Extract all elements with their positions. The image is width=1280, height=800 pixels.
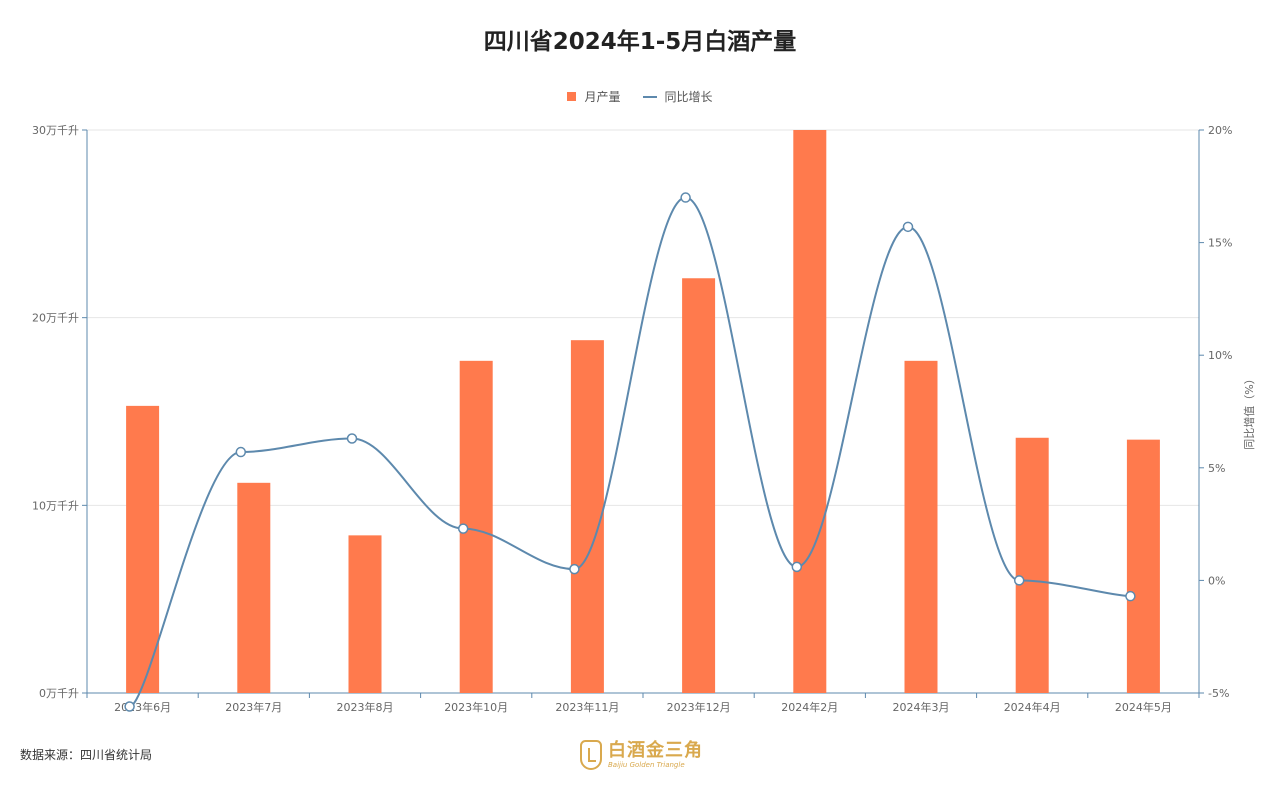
bar (237, 482, 271, 693)
growth-point (680, 192, 691, 203)
x-tick-label: 2024年4月 (1004, 700, 1061, 714)
y-right-tick-label: 20% (1208, 124, 1232, 137)
x-tick-label: 2024年5月 (1115, 700, 1172, 714)
growth-point (791, 561, 803, 573)
x-tick-label: 2023年7月 (225, 700, 282, 714)
x-tick-label: 2023年10月 (444, 700, 508, 714)
growth-point (902, 221, 914, 233)
x-tick-label: 2023年6月 (114, 700, 171, 714)
growth-point (346, 433, 358, 444)
chart-legend: 月产量 同比增长 (0, 88, 1280, 105)
data-source: 数据来源：四川省统计局 (20, 748, 153, 762)
x-tick-label: 2023年8月 (337, 700, 394, 714)
y-right-tick-label: 0% (1208, 574, 1225, 587)
growth-point (1125, 590, 1136, 602)
y-right-axis-title: 同比增值（%） (1242, 373, 1256, 449)
x-tick-label: 2023年12月 (667, 700, 731, 714)
bar (570, 340, 604, 693)
brand-name: 白酒金三角 (608, 739, 703, 761)
legend-bar-label: 月产量 (584, 90, 621, 104)
legend-line-label: 同比增长 (664, 90, 713, 104)
bar (682, 278, 716, 693)
y-right-tick-label: -5% (1208, 687, 1229, 700)
y-left-tick-label: 0万千升 (39, 687, 79, 700)
x-tick-label: 2024年3月 (893, 700, 950, 714)
legend-bar-swatch (567, 92, 577, 101)
brand-icon (580, 740, 602, 770)
bar (1126, 439, 1160, 693)
legend-line-swatch (642, 95, 657, 98)
y-right-tick-label: 10% (1208, 349, 1232, 362)
y-left-tick-label: 20万千升 (32, 312, 79, 325)
y-left-tick-label: 30万千升 (32, 124, 79, 137)
bar (1015, 437, 1049, 693)
growth-point (457, 523, 469, 534)
growth-point (124, 701, 135, 712)
legend-item-line[interactable]: 同比增长 (642, 88, 713, 105)
bar (904, 360, 938, 693)
growth-point (1013, 575, 1025, 586)
brand-subtitle: Baijiu Golden Triangle (608, 760, 685, 769)
legend-item-bar[interactable]: 月产量 (567, 88, 621, 105)
bar (348, 535, 382, 693)
chart-title: 四川省2024年1-5月白酒产量 (483, 29, 797, 55)
growth-point (569, 563, 580, 575)
y-left-tick-label: 10万千升 (32, 499, 79, 512)
y-right-tick-label: 5% (1208, 462, 1225, 475)
brand-logo: 白酒金三角 Baijiu Golden Triangle (580, 740, 703, 770)
growth-point (235, 446, 247, 458)
growth-line (129, 196, 1131, 708)
bar (126, 405, 160, 693)
x-tick-label: 2024年2月 (781, 700, 838, 714)
y-right-tick-label: 15% (1208, 237, 1232, 250)
chart-plot: 0万千升 10万千升 20万千升 30万千升 -5% 0% 5% 10% 15% 20% 同比增值（… (32, 124, 1256, 714)
x-tick-label: 2023年11月 (555, 700, 619, 714)
bar (793, 130, 827, 693)
